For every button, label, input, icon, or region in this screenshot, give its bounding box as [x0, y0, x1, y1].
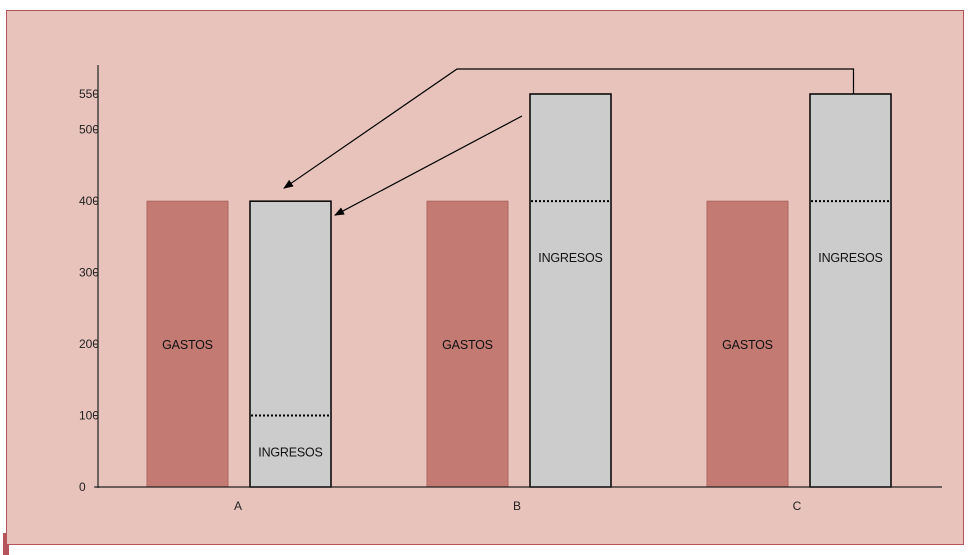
y-tick-label: 400 — [79, 194, 99, 208]
y-tick-label: 300 — [79, 266, 99, 280]
ingresos-bar — [249, 200, 332, 488]
y-tick-label: 0 — [79, 480, 86, 494]
gastos-bar — [706, 200, 789, 488]
ingresos-bar — [529, 93, 612, 488]
y-tick-label: 100 — [79, 409, 99, 423]
ingresos-bar-label: INGRESOS — [818, 251, 882, 265]
ingresos-bar — [809, 93, 892, 488]
accent-bar — [3, 533, 9, 555]
gastos-bar-label: GASTOS — [722, 338, 773, 352]
x-tick-label: B — [513, 499, 521, 513]
gastos-bar-label: GASTOS — [442, 338, 493, 352]
x-tick-label: A — [234, 499, 242, 513]
annotation-arrow-b-to-a — [334, 115, 523, 216]
annotation-arrow-c-to-a — [283, 68, 855, 189]
chart-frame — [6, 10, 964, 545]
ingresos-bar-label: INGRESOS — [538, 251, 602, 265]
y-tick-label: 550 — [79, 87, 99, 101]
ingresos-bar-label: INGRESOS — [258, 445, 322, 459]
y-tick-label: 200 — [79, 337, 99, 351]
gastos-bar-label: GASTOS — [162, 338, 213, 352]
y-tick-label: 500 — [79, 123, 99, 137]
x-tick-label: C — [793, 499, 802, 513]
gastos-bar — [146, 200, 229, 488]
